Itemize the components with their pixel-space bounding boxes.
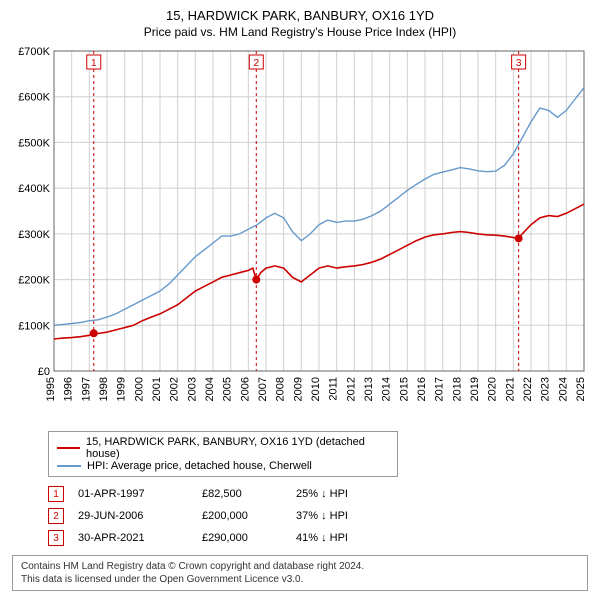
- x-axis-label: 2005: [222, 377, 234, 401]
- transaction-price: £290,000: [202, 532, 282, 544]
- x-axis-label: 1996: [63, 377, 75, 401]
- x-axis-label: 2022: [522, 377, 534, 401]
- transaction-table: 1 01-APR-1997 £82,500 25% ↓ HPI 2 29-JUN-2006…: [48, 483, 592, 549]
- transaction-delta: 41% ↓ HPI: [296, 532, 396, 544]
- legend-row: HPI: Average price, detached house, Cher…: [57, 460, 389, 472]
- x-axis-label: 2016: [416, 377, 428, 401]
- page-title: 15, HARDWICK PARK, BANBURY, OX16 1YD: [8, 8, 592, 23]
- transaction-badge: 2: [48, 508, 64, 524]
- x-axis-label: 2008: [275, 377, 287, 401]
- footer-line-2: This data is licensed under the Open Gov…: [21, 573, 579, 586]
- transaction-row: 1 01-APR-1997 £82,500 25% ↓ HPI: [48, 483, 592, 505]
- transaction-date: 29-JUN-2006: [78, 510, 188, 522]
- transaction-date: 30-APR-2021: [78, 532, 188, 544]
- x-axis-label: 2000: [133, 377, 145, 401]
- legend: 15, HARDWICK PARK, BANBURY, OX16 1YD (de…: [48, 431, 398, 477]
- transaction-price: £200,000: [202, 510, 282, 522]
- price-chart: £0 £100K £200K £300K £400K £500K £600K £700K 199…: [8, 45, 592, 425]
- x-axis-label: 2018: [451, 377, 463, 401]
- x-axis-label: 2017: [434, 377, 446, 401]
- attribution-footer: Contains HM Land Registry data © Crown c…: [12, 555, 588, 591]
- chart-marker-badge: 3: [516, 58, 522, 69]
- chart-marker-badge: 1: [91, 58, 97, 69]
- chart-marker-badge: 2: [254, 58, 260, 69]
- x-axis-label: 2002: [169, 377, 181, 401]
- x-axis-label: 2001: [151, 377, 163, 401]
- x-axis-label: 2012: [345, 377, 357, 401]
- x-axis-label: 1999: [116, 377, 128, 401]
- transaction-delta: 25% ↓ HPI: [296, 488, 396, 500]
- y-axis-label: £100K: [18, 320, 50, 332]
- x-axis-label: 2003: [186, 377, 198, 401]
- legend-label: HPI: Average price, detached house, Cher…: [87, 460, 312, 472]
- x-axis-label: 2011: [328, 377, 340, 401]
- transaction-badge: 3: [48, 530, 64, 546]
- x-axis-label: 2014: [381, 377, 393, 401]
- x-axis-label: 2024: [557, 377, 569, 401]
- x-axis-label: 2015: [398, 377, 410, 401]
- y-axis-label: £500K: [18, 137, 50, 149]
- x-axis-label: 2007: [257, 377, 269, 401]
- x-axis-label: 2020: [487, 377, 499, 401]
- y-axis-label: £200K: [18, 275, 50, 287]
- x-axis-label: 2019: [469, 377, 481, 401]
- legend-swatch: [57, 447, 80, 449]
- x-axis-label: 2006: [239, 377, 251, 401]
- x-axis-label: 1995: [45, 377, 57, 401]
- x-axis-label: 2021: [504, 377, 516, 401]
- x-axis-label: 2013: [363, 377, 375, 401]
- x-axis-label: 2025: [575, 377, 587, 401]
- y-axis-label: £0: [38, 366, 50, 378]
- x-axis-label: 1998: [98, 377, 110, 401]
- legend-swatch: [57, 465, 81, 467]
- transaction-delta: 37% ↓ HPI: [296, 510, 396, 522]
- y-axis-label: £700K: [18, 46, 50, 58]
- legend-label: 15, HARDWICK PARK, BANBURY, OX16 1YD (de…: [86, 436, 389, 460]
- transaction-date: 01-APR-1997: [78, 488, 188, 500]
- transaction-row: 3 30-APR-2021 £290,000 41% ↓ HPI: [48, 527, 592, 549]
- y-axis-label: £400K: [18, 183, 50, 195]
- x-axis-label: 2010: [310, 377, 322, 401]
- footer-line-1: Contains HM Land Registry data © Crown c…: [21, 560, 579, 573]
- transaction-row: 2 29-JUN-2006 £200,000 37% ↓ HPI: [48, 505, 592, 527]
- y-axis-label: £600K: [18, 92, 50, 104]
- x-axis-label: 2009: [292, 377, 304, 401]
- legend-row: 15, HARDWICK PARK, BANBURY, OX16 1YD (de…: [57, 436, 389, 460]
- x-axis-label: 2004: [204, 377, 216, 401]
- transaction-badge: 1: [48, 486, 64, 502]
- y-axis-label: £300K: [18, 229, 50, 241]
- page-subtitle: Price paid vs. HM Land Registry's House …: [8, 25, 592, 39]
- transaction-price: £82,500: [202, 488, 282, 500]
- x-axis-label: 2023: [540, 377, 552, 401]
- x-axis-label: 1997: [80, 377, 92, 401]
